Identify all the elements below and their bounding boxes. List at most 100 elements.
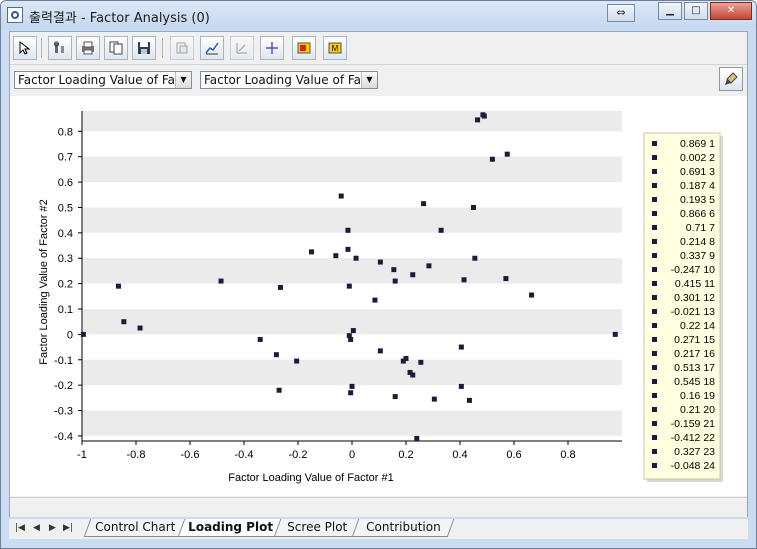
- data-point[interactable]: [458, 383, 464, 389]
- legend-marker: [652, 211, 657, 216]
- legend-entry: -0.048 24: [671, 460, 716, 472]
- legend-entry: 0.187 4: [680, 180, 715, 192]
- data-point[interactable]: [348, 336, 354, 342]
- data-point[interactable]: [309, 249, 314, 255]
- copy-chart-button[interactable]: [170, 36, 194, 60]
- crosshair-button[interactable]: [260, 36, 284, 60]
- data-point[interactable]: [472, 255, 478, 261]
- data-point[interactable]: [377, 348, 383, 354]
- data-point[interactable]: [294, 358, 300, 364]
- x-factor-select[interactable]: Factor Loading Value of Fac ▼: [14, 71, 192, 89]
- data-point[interactable]: [345, 246, 351, 252]
- chevron-down-icon[interactable]: ▼: [175, 72, 191, 88]
- data-point[interactable]: [529, 292, 535, 298]
- brush-icon: [725, 72, 738, 85]
- data-point[interactable]: [407, 369, 413, 375]
- data-point[interactable]: [338, 193, 344, 199]
- save-button[interactable]: [132, 36, 156, 60]
- data-point[interactable]: [350, 328, 356, 334]
- tab-scree-plot[interactable]: Scree Plot: [273, 519, 361, 537]
- data-point[interactable]: [257, 336, 263, 342]
- data-point[interactable]: [410, 272, 416, 278]
- data-point[interactable]: [391, 267, 397, 273]
- axis-scale-button[interactable]: [230, 36, 254, 60]
- y-tick-label: -0.1: [54, 355, 73, 367]
- data-point[interactable]: [438, 227, 444, 233]
- first-tab-icon[interactable]: |◀: [15, 523, 25, 533]
- data-point[interactable]: [414, 435, 420, 441]
- data-point[interactable]: [475, 117, 481, 123]
- data-point[interactable]: [431, 396, 437, 402]
- legend-entry: -0.412 22: [671, 432, 716, 444]
- legend-entry: 0.71 7: [686, 222, 715, 234]
- data-point[interactable]: [466, 397, 472, 403]
- data-point[interactable]: [218, 278, 224, 284]
- grid-band: [82, 359, 622, 386]
- legend-marker: [652, 253, 657, 258]
- y-factor-select[interactable]: Factor Loading Value of Fac ▼: [200, 71, 378, 89]
- clear-format-button[interactable]: [719, 67, 743, 91]
- data-point[interactable]: [273, 352, 279, 358]
- data-point[interactable]: [276, 387, 282, 393]
- data-point[interactable]: [345, 227, 351, 233]
- label-button[interactable]: [292, 36, 316, 60]
- data-point[interactable]: [612, 331, 618, 337]
- data-point[interactable]: [333, 253, 339, 259]
- legend-marker: [652, 197, 657, 202]
- prev-tab-icon[interactable]: ◀: [33, 523, 40, 533]
- swap-arrows-icon[interactable]: ⇔: [607, 4, 635, 22]
- tab-control-chart[interactable]: Control Chart: [83, 519, 187, 537]
- x-axis: -1 -0.8 -0.6 -0.4 -0.2 0 0.2 0.4 0.6 0.8: [77, 440, 622, 461]
- factor-select-bar: Factor Loading Value of Fac ▼ Factor Loa…: [10, 65, 747, 95]
- data-point[interactable]: [80, 331, 86, 337]
- data-point[interactable]: [481, 113, 487, 119]
- data-point[interactable]: [137, 325, 143, 331]
- print-button[interactable]: [76, 36, 100, 60]
- pointer-tool-button[interactable]: [13, 36, 37, 60]
- data-point[interactable]: [403, 356, 409, 361]
- data-point[interactable]: [471, 204, 476, 210]
- toolbar-separator: [41, 38, 42, 58]
- data-point[interactable]: [504, 151, 510, 157]
- y-tick-label: -0.4: [54, 431, 73, 443]
- data-point[interactable]: [346, 283, 352, 289]
- data-point[interactable]: [392, 278, 398, 284]
- maximize-button[interactable]: □: [684, 2, 708, 20]
- next-tab-icon[interactable]: ▶: [49, 523, 56, 533]
- data-point[interactable]: [400, 358, 406, 364]
- close-button[interactable]: ✕: [710, 2, 752, 20]
- tab-loading-plot[interactable]: Loading Plot: [177, 519, 283, 537]
- minimize-button[interactable]: ▁: [658, 2, 682, 20]
- data-point[interactable]: [115, 283, 121, 289]
- data-point[interactable]: [348, 390, 354, 396]
- data-point[interactable]: [410, 372, 416, 378]
- data-point[interactable]: [421, 201, 427, 207]
- trend-line-button[interactable]: [200, 36, 224, 60]
- data-point[interactable]: [489, 156, 495, 162]
- data-point[interactable]: [392, 394, 398, 400]
- data-point[interactable]: [503, 276, 509, 282]
- last-tab-icon[interactable]: ▶|: [63, 523, 73, 533]
- grid-band: [82, 410, 622, 436]
- data-point[interactable]: [277, 284, 283, 290]
- data-point[interactable]: [349, 383, 355, 389]
- tools-icon: [54, 41, 64, 53]
- chevron-down-icon[interactable]: ▼: [361, 72, 377, 88]
- y-tick-label: 0.4: [58, 228, 73, 240]
- data-point[interactable]: [426, 263, 432, 269]
- marker-button[interactable]: M: [323, 36, 347, 60]
- tab-contribution[interactable]: Contribution: [351, 519, 455, 537]
- data-point[interactable]: [121, 319, 127, 325]
- data-point[interactable]: [418, 359, 424, 365]
- y-axis-label: Factor Loading Value of Factor #2: [38, 199, 50, 365]
- data-point[interactable]: [458, 344, 464, 350]
- copy-button[interactable]: [104, 36, 128, 60]
- properties-button[interactable]: [48, 36, 72, 60]
- data-point[interactable]: [461, 277, 467, 283]
- data-point[interactable]: [353, 255, 359, 261]
- data-point[interactable]: [377, 259, 383, 265]
- y-tick-label: 0.1: [58, 304, 73, 316]
- data-point[interactable]: [346, 333, 352, 339]
- data-point[interactable]: [372, 297, 378, 303]
- floppy-disk-icon: [138, 42, 150, 54]
